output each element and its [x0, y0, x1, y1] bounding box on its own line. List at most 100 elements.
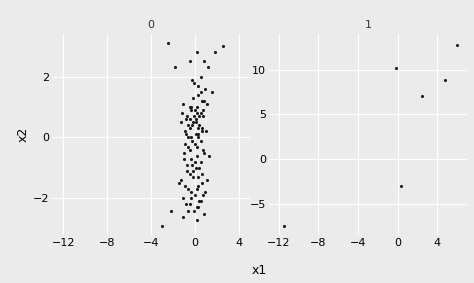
Point: [189, 120, 197, 125]
Point: [197, 89, 204, 94]
Point: [196, 123, 203, 128]
Point: [182, 117, 190, 121]
Point: [186, 202, 193, 207]
Point: [186, 172, 193, 176]
Point: [185, 123, 192, 128]
Point: [177, 120, 184, 125]
Point: [182, 132, 190, 137]
Point: [192, 132, 200, 137]
Point: [190, 208, 198, 213]
Point: [191, 193, 199, 198]
Point: [182, 184, 189, 188]
Point: [211, 50, 219, 55]
Point: [183, 169, 191, 173]
Point: [193, 187, 201, 192]
Point: [185, 187, 192, 192]
Point: [186, 126, 193, 130]
Point: [179, 102, 187, 106]
Point: [419, 94, 426, 99]
Point: [203, 178, 211, 182]
Point: [190, 114, 198, 118]
Point: [189, 169, 197, 173]
Point: [194, 205, 202, 210]
Point: [194, 126, 202, 130]
Point: [199, 147, 207, 152]
Point: [179, 214, 187, 219]
Point: [441, 78, 449, 83]
Point: [191, 160, 199, 164]
Point: [198, 172, 205, 176]
Point: [182, 129, 189, 134]
Point: [193, 50, 201, 55]
Point: [194, 132, 202, 137]
Point: [193, 144, 201, 149]
Point: [185, 135, 192, 140]
Point: [188, 138, 196, 143]
Point: [208, 89, 215, 94]
Point: [190, 80, 198, 85]
Point: [199, 114, 207, 118]
Point: [194, 135, 202, 140]
Point: [182, 202, 190, 207]
Point: [172, 65, 179, 70]
Point: [453, 42, 461, 47]
Point: [187, 105, 194, 109]
Point: [200, 99, 208, 103]
Point: [397, 183, 404, 188]
Point: [188, 77, 196, 82]
Point: [200, 59, 208, 64]
Point: [182, 141, 189, 146]
Point: [197, 160, 204, 164]
Point: [197, 199, 204, 204]
Point: [186, 147, 193, 152]
Point: [199, 193, 207, 198]
Point: [201, 87, 209, 91]
Point: [191, 141, 199, 146]
Point: [189, 175, 197, 179]
Point: [194, 184, 202, 188]
Point: [219, 44, 227, 48]
Point: [204, 65, 212, 70]
Point: [179, 196, 187, 201]
Point: [177, 178, 184, 182]
Point: [201, 190, 209, 194]
Point: [193, 217, 201, 222]
Point: [186, 117, 193, 121]
Point: [183, 163, 191, 167]
Text: 0: 0: [147, 20, 155, 30]
Point: [188, 123, 196, 128]
Point: [178, 111, 186, 115]
Point: [188, 163, 196, 167]
Point: [187, 135, 194, 140]
Point: [196, 166, 203, 170]
Point: [175, 181, 182, 185]
Point: [192, 117, 200, 121]
Point: [187, 196, 194, 201]
Point: [196, 199, 203, 204]
Point: [202, 129, 210, 134]
Point: [167, 208, 174, 213]
Point: [203, 102, 211, 106]
Point: [192, 166, 200, 170]
Point: [200, 151, 208, 155]
Point: [183, 114, 191, 118]
Point: [197, 111, 204, 115]
Point: [196, 114, 203, 118]
Point: [199, 108, 207, 112]
Point: [193, 111, 201, 115]
Point: [194, 83, 202, 88]
Point: [193, 205, 201, 210]
Point: [185, 208, 192, 213]
Point: [158, 224, 166, 228]
Point: [200, 211, 208, 216]
Point: [198, 129, 205, 134]
Text: 1: 1: [365, 20, 372, 30]
Point: [197, 138, 204, 143]
Point: [198, 99, 205, 103]
Point: [198, 126, 205, 130]
Point: [392, 66, 400, 70]
Point: [189, 96, 197, 100]
Text: x1: x1: [252, 264, 267, 277]
Point: [194, 93, 202, 97]
Point: [164, 41, 172, 45]
